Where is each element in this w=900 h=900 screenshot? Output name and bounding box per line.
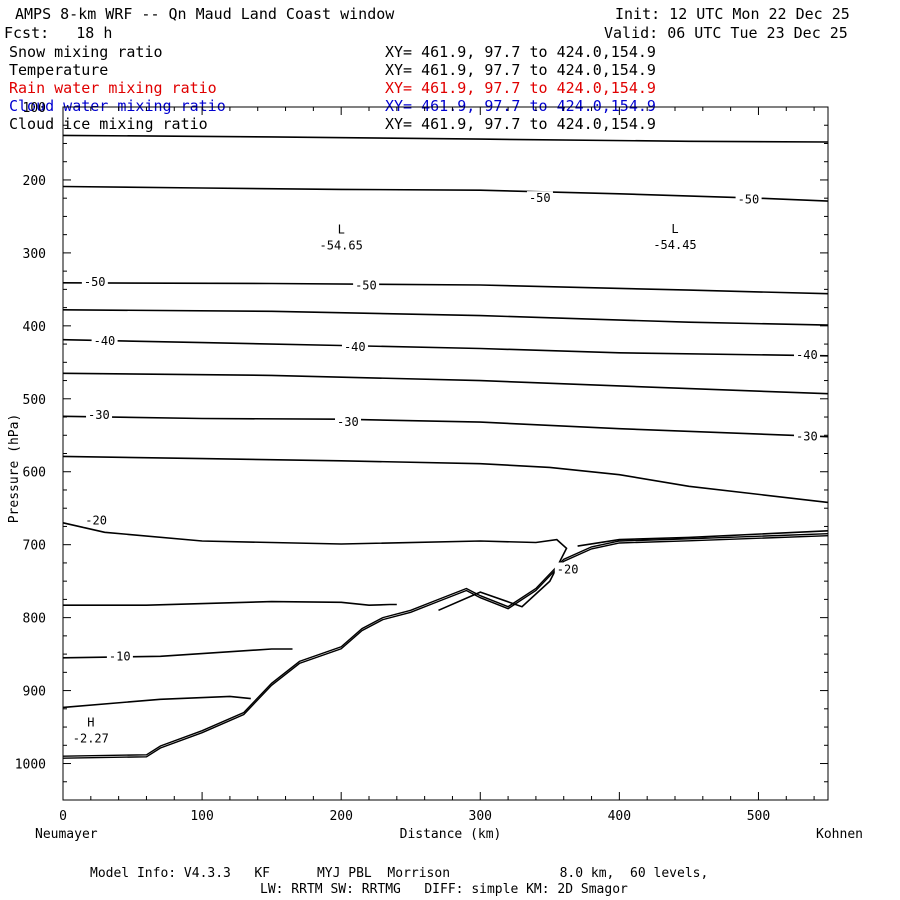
contour-label-bg (81, 275, 108, 289)
right-endpoint-label: Kohnen (816, 827, 863, 842)
left-endpoint-label: Neumayer (35, 827, 98, 842)
legend-field-name: Cloud ice mixing ratio (9, 115, 208, 133)
contour-label: -30 (88, 408, 110, 422)
isotherm-contour (62, 695, 251, 709)
isotherm-contour (62, 185, 829, 202)
legend-field-xy: XY= 461.9, 97.7 to 424.0,154.9 (385, 97, 656, 115)
contour-label-bg (86, 407, 113, 421)
contour-label: -40 (344, 340, 366, 354)
y-tick-label: 300 (23, 247, 46, 262)
plot-frame (62, 106, 829, 801)
y-tick-label: 200 (23, 174, 46, 189)
extremum-value: -2.27 (73, 732, 109, 746)
legend-field-xy: XY= 461.9, 97.7 to 424.0,154.9 (385, 115, 656, 133)
isotherm-contour (62, 648, 293, 659)
legend-field-xy: XY= 461.9, 97.7 to 424.0,154.9 (385, 43, 656, 61)
contour-label: -30 (796, 430, 818, 444)
isotherm-contour (63, 600, 397, 607)
contour-label-bg (106, 649, 133, 663)
isotherm-contour (62, 281, 829, 295)
contour-label: -40 (796, 348, 818, 362)
contour-label-bg (735, 192, 762, 206)
contour-label: -20 (557, 562, 579, 576)
contour-label-bg (341, 339, 368, 353)
x-tick-label: 0 (59, 809, 67, 824)
y-tick-label: 100 (23, 101, 46, 116)
extremum-marker: L (338, 223, 345, 237)
terrain-profile-inner (62, 535, 829, 759)
contour-label-bg (83, 513, 110, 527)
isotherm-contour (62, 415, 829, 438)
contour-label: -50 (84, 275, 106, 289)
contour-label: -50 (529, 191, 551, 205)
contour-label-bg (335, 415, 362, 429)
isotherm-contour (62, 309, 829, 326)
isotherm-contour (62, 522, 568, 612)
forecast-hour: Fcst: 18 h (4, 24, 113, 42)
legend-field-name: Rain water mixing ratio (9, 79, 217, 97)
contour-label: -50 (355, 279, 377, 293)
model-info-line2: LW: RRTM SW: RRTMG DIFF: simple KM: 2D S… (260, 882, 628, 897)
extremum-value: -54.65 (320, 239, 363, 253)
contour-label-bg (794, 429, 821, 443)
x-tick-label: 300 (469, 809, 492, 824)
legend-field-name: Snow mixing ratio (9, 43, 163, 61)
legend-field-name: Temperature (9, 61, 109, 79)
contour-label-bg (526, 191, 553, 205)
isotherm-contour (62, 134, 829, 143)
legend-field-xy: XY= 461.9, 97.7 to 424.0,154.9 (385, 61, 656, 79)
legend-field-xy: XY= 461.9, 97.7 to 424.0,154.9 (385, 79, 656, 97)
legend-field-name: Cloud water mixing ratio (9, 97, 226, 115)
isotherm-contour (62, 372, 829, 395)
x-tick-label: 500 (747, 809, 770, 824)
valid-time: Valid: 06 UTC Tue 23 Dec 25 (604, 24, 848, 42)
extremum-value: -54.45 (653, 238, 696, 252)
isotherm-contour (577, 530, 829, 547)
contour-label: -10 (109, 649, 131, 663)
x-tick-label: 100 (190, 809, 213, 824)
y-tick-label: 900 (23, 685, 46, 700)
init-time: Init: 12 UTC Mon 22 Dec 25 (615, 5, 850, 23)
contour-label: -40 (94, 334, 116, 348)
isotherm-contour (62, 455, 829, 504)
y-tick-label: 1000 (15, 758, 46, 773)
y-tick-label: 600 (23, 466, 46, 481)
y-tick-label: 400 (23, 320, 46, 335)
contour-label: -30 (337, 415, 359, 429)
y-axis-label: Pressure (hPa) (7, 414, 22, 524)
map-title: AMPS 8-km WRF -- Qn Maud Land Coast wind… (15, 5, 395, 23)
extremum-marker: L (671, 222, 678, 236)
y-tick-label: 700 (23, 539, 46, 554)
contour-label-bg (353, 278, 380, 292)
y-tick-label: 500 (23, 393, 46, 408)
y-tick-label: 800 (23, 612, 46, 627)
contour-label-bg (794, 348, 821, 362)
contour-label-bg (554, 562, 581, 576)
contour-label-bg (91, 334, 118, 348)
extremum-marker: H (87, 716, 94, 730)
isotherm-contour (62, 338, 829, 357)
terrain-profile (62, 533, 829, 757)
x-tick-label: 200 (329, 809, 352, 824)
model-info-line1: Model Info: V4.3.3 KF MYJ PBL Morrison 8… (90, 866, 709, 881)
contour-label: -20 (85, 514, 107, 528)
x-tick-label: 400 (608, 809, 631, 824)
x-axis-label: Distance (km) (400, 827, 502, 842)
contour-label: -50 (738, 193, 760, 207)
